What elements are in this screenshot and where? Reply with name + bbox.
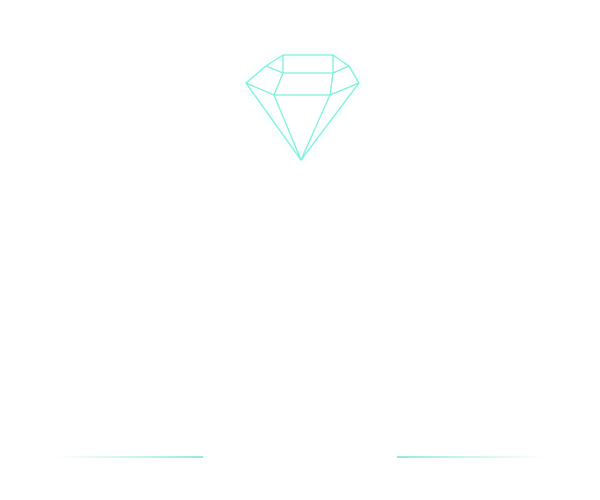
diamond-icon: [243, 53, 361, 163]
left-divider-line: [55, 456, 203, 458]
diamond-outline: [245, 54, 360, 161]
diamond-logo: [238, 45, 364, 169]
right-divider-line: [397, 456, 545, 458]
